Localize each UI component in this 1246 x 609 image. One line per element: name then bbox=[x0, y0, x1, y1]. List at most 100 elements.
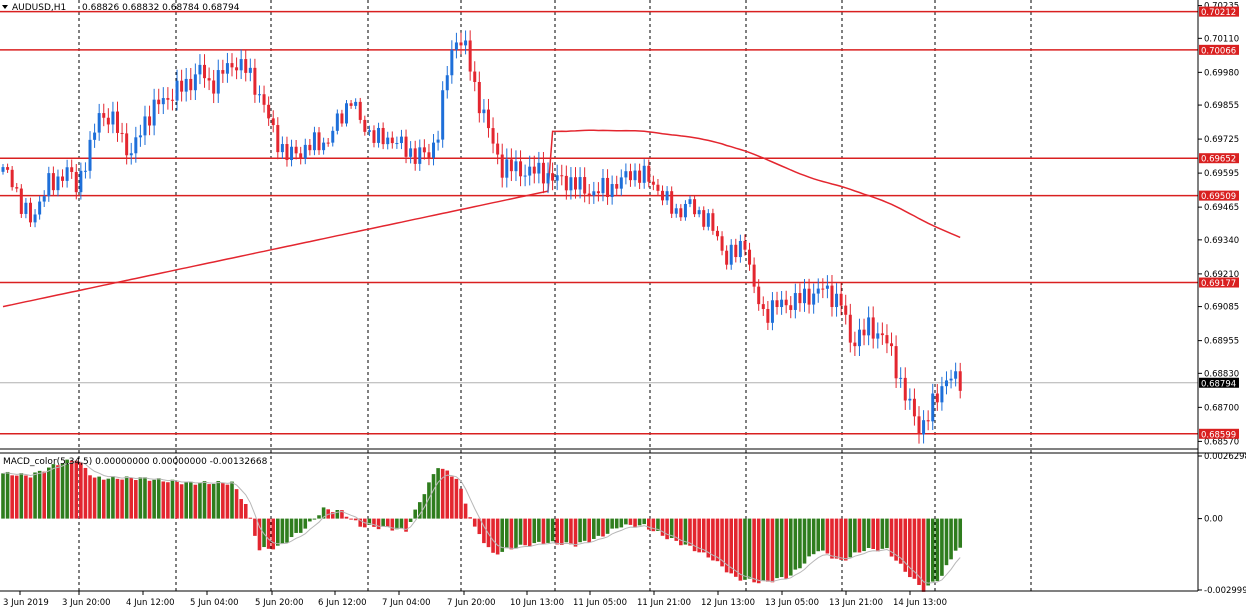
price-tick-label: 0.69980 bbox=[1204, 68, 1239, 78]
candle-body bbox=[79, 170, 83, 193]
candle-body bbox=[651, 181, 655, 185]
macd-bar bbox=[679, 518, 683, 546]
macd-bar bbox=[908, 518, 912, 578]
time-tick-label: 13 Jun 05:00 bbox=[765, 598, 819, 608]
candle-body bbox=[688, 199, 692, 204]
macd-bar bbox=[285, 518, 289, 543]
candle-body bbox=[166, 98, 170, 100]
macd-bar bbox=[770, 518, 775, 583]
macd-bar bbox=[559, 518, 564, 545]
macd-bar bbox=[317, 515, 321, 519]
macd-bar bbox=[106, 478, 111, 519]
dropdown-triangle-icon[interactable] bbox=[2, 5, 8, 9]
macd-bar bbox=[243, 503, 248, 519]
macd-bar bbox=[619, 518, 624, 528]
candle-body bbox=[757, 286, 761, 305]
candle-body bbox=[752, 264, 756, 287]
macd-bar bbox=[468, 517, 472, 519]
candle-body bbox=[551, 173, 555, 181]
candle-body bbox=[427, 152, 431, 158]
macd-bar bbox=[83, 467, 88, 519]
candle-body bbox=[102, 113, 106, 118]
macd-bar bbox=[376, 518, 381, 530]
candle-body bbox=[940, 386, 944, 403]
macd-bar bbox=[28, 477, 33, 519]
candle-body bbox=[358, 101, 362, 120]
price-tick-label: 0.70110 bbox=[1204, 34, 1239, 44]
macd-bar bbox=[239, 499, 243, 519]
candle-body bbox=[803, 288, 806, 304]
candle-body bbox=[715, 230, 719, 237]
macd-bar bbox=[248, 517, 253, 519]
candles bbox=[1, 30, 962, 444]
candle-body bbox=[6, 167, 10, 170]
macd-bar bbox=[289, 518, 294, 538]
macd-bar bbox=[152, 479, 156, 519]
level-label-box bbox=[1199, 44, 1239, 55]
candle-body bbox=[184, 78, 188, 92]
candle-body bbox=[793, 293, 797, 310]
level-label: 0.70066 bbox=[1201, 46, 1236, 56]
macd-bar bbox=[60, 463, 65, 519]
macd-bar bbox=[79, 462, 83, 519]
candle-body bbox=[70, 167, 74, 172]
candle-body bbox=[592, 191, 596, 196]
macd-bar bbox=[188, 481, 193, 519]
candle-body bbox=[473, 71, 477, 82]
candle-body bbox=[56, 176, 60, 191]
candle-body bbox=[262, 94, 266, 105]
candle-body bbox=[532, 166, 536, 174]
candle-body bbox=[656, 184, 660, 191]
candle-body bbox=[729, 244, 733, 265]
candle-body bbox=[848, 314, 852, 343]
candle-body bbox=[583, 177, 587, 194]
macd-bar bbox=[399, 518, 404, 529]
candle-body bbox=[807, 288, 811, 305]
candle-body bbox=[486, 109, 490, 129]
macd-bar bbox=[211, 483, 216, 519]
macd-bar bbox=[221, 483, 225, 519]
macd-bar bbox=[894, 518, 898, 561]
macd-bar bbox=[408, 518, 413, 522]
candle-body bbox=[784, 299, 788, 306]
candle-body bbox=[148, 116, 152, 126]
macd-bar bbox=[491, 518, 495, 553]
price-tick-label: 0.69725 bbox=[1204, 135, 1239, 145]
macd-bar bbox=[193, 484, 198, 519]
candle-body bbox=[88, 139, 92, 171]
macd-bar bbox=[74, 460, 79, 519]
macd-bar bbox=[555, 518, 559, 545]
candle-body bbox=[770, 300, 774, 323]
candle-body bbox=[326, 142, 330, 144]
candle-body bbox=[844, 305, 848, 315]
candle-body bbox=[10, 169, 14, 188]
level-label: 0.69509 bbox=[1201, 192, 1236, 202]
macd-bar bbox=[450, 476, 454, 519]
candle-body bbox=[500, 154, 504, 178]
macd-bar bbox=[340, 510, 344, 519]
candle-body bbox=[885, 335, 889, 344]
candle-body bbox=[239, 59, 243, 71]
macd-bar bbox=[427, 482, 431, 519]
macd-bar bbox=[349, 518, 353, 520]
macd-bar bbox=[921, 518, 926, 592]
candle-body bbox=[743, 240, 747, 250]
macd-bar bbox=[335, 509, 340, 519]
macd-bar bbox=[120, 479, 124, 519]
macd-bar bbox=[42, 471, 47, 519]
macd-bar bbox=[518, 518, 523, 545]
time-tick-label: 3 Jun 2019 bbox=[3, 598, 49, 608]
candle-body bbox=[825, 285, 829, 289]
candle-body bbox=[432, 142, 436, 158]
macd-bar bbox=[871, 518, 875, 550]
macd-bar bbox=[605, 518, 610, 534]
candle-body bbox=[624, 171, 628, 178]
candle-body bbox=[216, 70, 220, 94]
macd-bar bbox=[862, 518, 866, 552]
time-tick-label: 5 Jun 04:00 bbox=[190, 598, 239, 608]
macd-bar bbox=[431, 474, 436, 519]
macd-tick-label: -0.002999 bbox=[1204, 586, 1246, 596]
candle-body bbox=[514, 161, 518, 172]
candle-body bbox=[917, 416, 921, 435]
